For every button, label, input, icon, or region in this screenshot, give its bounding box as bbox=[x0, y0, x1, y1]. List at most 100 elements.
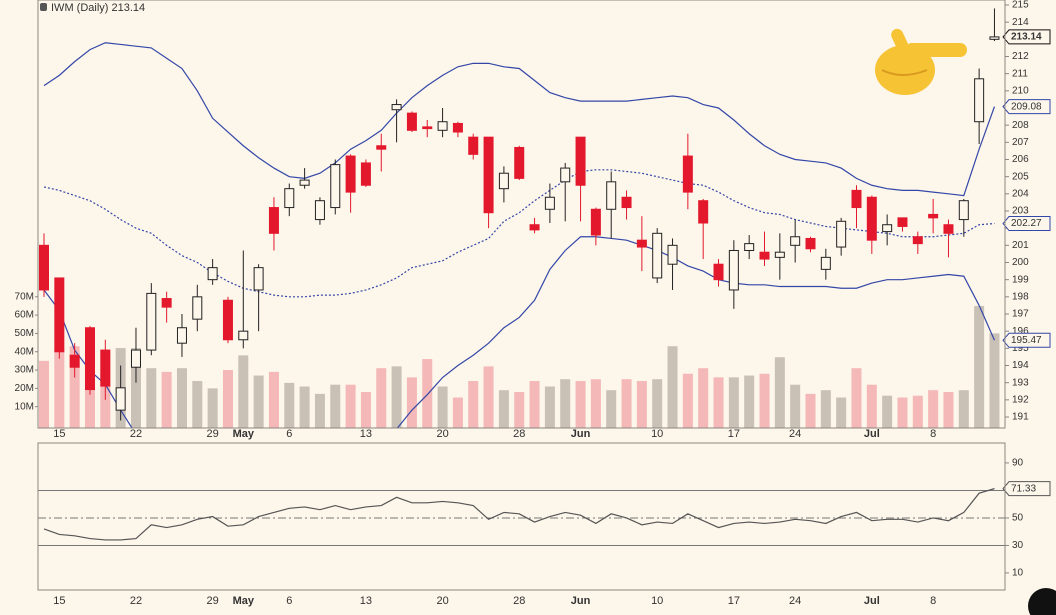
candle-body bbox=[820, 256, 831, 270]
candle-body bbox=[989, 36, 1000, 40]
candle-body bbox=[667, 244, 678, 265]
volume-bar bbox=[652, 379, 663, 428]
volume-bar bbox=[330, 384, 341, 428]
y-tick-label: 207 bbox=[1012, 137, 1029, 148]
volume-bar bbox=[514, 392, 525, 428]
volume-bar bbox=[974, 305, 985, 428]
volume-bar bbox=[314, 393, 325, 428]
y-tick-label: 212 bbox=[1012, 51, 1029, 62]
volume-bar bbox=[698, 368, 709, 428]
x-tick-label: 8 bbox=[930, 428, 936, 440]
x-tick-label: Jul bbox=[864, 595, 880, 607]
y-tick-label: 191 bbox=[1012, 412, 1029, 423]
volume-bar bbox=[253, 375, 264, 428]
y-tick-label: 203 bbox=[1012, 206, 1029, 217]
candle-body bbox=[882, 224, 893, 233]
volume-bar bbox=[468, 381, 479, 428]
volume-bar bbox=[636, 381, 647, 428]
volume-bar bbox=[238, 355, 249, 428]
volume-bar bbox=[146, 368, 157, 428]
candle-body bbox=[100, 349, 111, 387]
candle-body bbox=[698, 200, 709, 224]
candle-body bbox=[391, 104, 402, 111]
corner-button[interactable] bbox=[1028, 588, 1056, 615]
candle-body bbox=[222, 299, 233, 341]
volume-bar bbox=[713, 377, 724, 428]
band-line bbox=[43, 236, 996, 428]
volume-bar bbox=[958, 390, 969, 428]
band-line bbox=[43, 169, 995, 298]
candle-body bbox=[483, 136, 494, 214]
value-tag bbox=[1002, 99, 1051, 115]
candle-body bbox=[560, 167, 571, 183]
candle-body bbox=[590, 208, 601, 236]
candle-body bbox=[713, 263, 724, 281]
candle-body bbox=[805, 237, 816, 250]
price-layer bbox=[39, 8, 1000, 428]
axes-layer: 1911921931941951961971981992002012022032… bbox=[15, 0, 1051, 607]
candle-body bbox=[514, 146, 525, 179]
y-tick-label: 204 bbox=[1012, 188, 1029, 199]
volume-bar bbox=[498, 390, 509, 428]
y-tick-label: 197 bbox=[1012, 309, 1029, 320]
x-tick-label: 8 bbox=[930, 595, 936, 607]
candle-body bbox=[928, 213, 939, 219]
volume-layer bbox=[39, 305, 1000, 428]
candle-body bbox=[284, 188, 295, 209]
volume-bar bbox=[590, 379, 601, 428]
y-tick-label: 198 bbox=[1012, 291, 1029, 302]
x-tick-label: 13 bbox=[360, 428, 372, 440]
volume-bar bbox=[820, 390, 831, 428]
x-tick-label: 24 bbox=[789, 595, 801, 607]
x-tick-label: 20 bbox=[436, 595, 448, 607]
candle-body bbox=[146, 292, 157, 351]
x-tick-label: 20 bbox=[436, 428, 448, 440]
volume-bar bbox=[376, 368, 387, 428]
candle-body bbox=[468, 136, 479, 155]
volume-bar bbox=[774, 357, 785, 428]
volume-bar bbox=[728, 377, 739, 428]
x-tick-label: 6 bbox=[286, 595, 292, 607]
y-tick-label: 40M bbox=[15, 346, 34, 357]
value-tag bbox=[1002, 332, 1051, 348]
candle-body bbox=[299, 179, 310, 186]
y-tick-label: 30M bbox=[15, 365, 34, 376]
candle-body bbox=[836, 220, 847, 248]
volume-bar bbox=[529, 381, 540, 428]
y-tick-label: 192 bbox=[1012, 394, 1029, 405]
volume-bar bbox=[54, 348, 65, 428]
value-tag-label: 195.47 bbox=[1011, 335, 1042, 346]
candle-body bbox=[529, 224, 540, 231]
candle-body bbox=[544, 196, 555, 210]
value-tag-label: 209.08 bbox=[1011, 101, 1042, 112]
volume-bar bbox=[39, 360, 49, 428]
volume-bar bbox=[452, 397, 463, 428]
candle-body bbox=[130, 349, 141, 368]
candle-body bbox=[851, 189, 862, 209]
y-tick-label: 10 bbox=[1012, 568, 1024, 579]
volume-bar bbox=[744, 375, 755, 428]
value-tag-label: 202.27 bbox=[1011, 218, 1042, 229]
x-tick-label: 17 bbox=[728, 595, 740, 607]
x-tick-label: 22 bbox=[130, 595, 142, 607]
y-tick-label: 201 bbox=[1012, 240, 1029, 251]
y-tick-label: 194 bbox=[1012, 360, 1029, 371]
candle-body bbox=[238, 330, 249, 341]
volume-bar bbox=[836, 397, 847, 428]
y-tick-label: 60M bbox=[15, 310, 34, 321]
volume-bar bbox=[912, 395, 923, 428]
rsi-panel-frame bbox=[37, 442, 1006, 591]
volume-bar bbox=[882, 395, 893, 428]
candle-body bbox=[912, 236, 923, 245]
candle-body bbox=[866, 196, 877, 241]
rsi-layer bbox=[38, 488, 1005, 546]
candle-body bbox=[452, 122, 463, 133]
volume-bar bbox=[560, 379, 571, 428]
x-tick-label: Jul bbox=[864, 428, 880, 440]
volume-bar bbox=[682, 373, 693, 428]
x-tick-label: Jun bbox=[571, 595, 591, 607]
candle-body bbox=[621, 196, 632, 209]
volume-bar bbox=[222, 370, 233, 428]
volume-bar bbox=[544, 386, 555, 428]
